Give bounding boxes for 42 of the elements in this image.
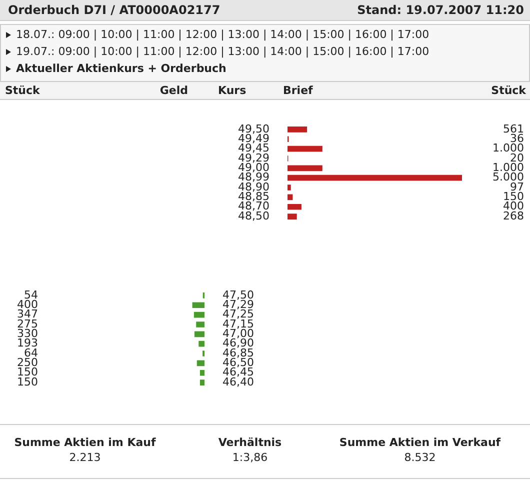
data-label: 20 (510, 151, 524, 164)
text: Orderbuch D7I / AT0000A02177 (8, 3, 220, 17)
y-tick-label: 49,50 (238, 122, 270, 136)
y-tick-label: 48,70 (238, 200, 270, 213)
bar (194, 331, 205, 338)
text: Summe Aktien im Kauf (13, 436, 157, 449)
data-label: 64 (24, 346, 38, 360)
bar (287, 174, 462, 181)
bar (196, 360, 205, 366)
text: Verhältnis (217, 436, 283, 449)
bar (287, 214, 297, 220)
y-tick-label: 47,25 (222, 308, 254, 321)
text: Stück (5, 84, 40, 97)
text: Stand: 19.07.2007 11:20 (357, 3, 524, 17)
text: Summe Aktien im Verkauf (338, 436, 502, 449)
data-label: 36 (510, 132, 524, 145)
text: Stück (491, 84, 526, 97)
bar (200, 380, 205, 386)
text: Kurs (218, 84, 246, 97)
text: 1:3,86 (231, 451, 269, 464)
y-tick-label: 48,99 (238, 170, 270, 184)
bar (287, 126, 308, 132)
bar (287, 184, 291, 190)
text: Geld (160, 84, 188, 97)
bar (198, 340, 205, 347)
bar (287, 165, 322, 172)
bar (200, 370, 205, 376)
bar (194, 312, 205, 318)
text: 18.07.: 09:00 | 10:00 | 11:00 | 12:00 | 13:00 | 14:00 | 15:00 | 16:00 | 17:00 (16, 28, 430, 41)
text: 19.07.: 09:00 | 10:00 | 11:00 | 12:00 | 13:00 | 14:00 | 15:00 | 16:00 | 17:00 (16, 45, 430, 58)
text: Aktueller Aktienkurs + Orderbuch (16, 62, 226, 75)
data-label: 54 (24, 288, 38, 302)
text: 2.213 (68, 451, 102, 464)
bar (287, 194, 293, 200)
text: 8.532 (403, 451, 437, 464)
y-tick-label: 47,50 (222, 288, 254, 302)
bar (287, 146, 322, 152)
text: Brief (283, 84, 313, 97)
bar (287, 204, 302, 210)
bar (192, 302, 205, 308)
bar (196, 322, 205, 328)
data-label: 268 (503, 209, 524, 222)
